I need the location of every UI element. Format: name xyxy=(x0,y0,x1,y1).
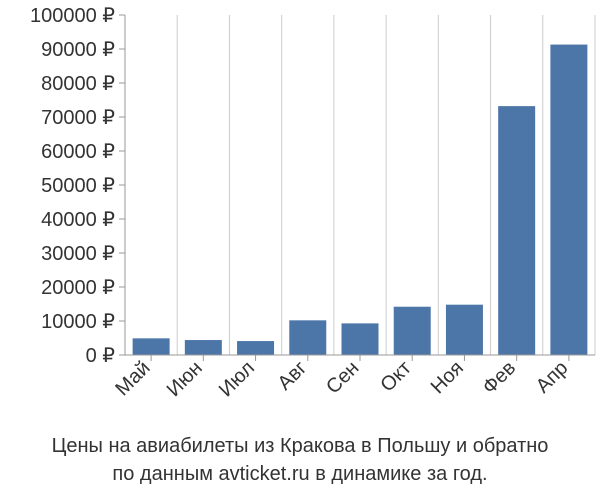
bar xyxy=(237,341,275,355)
bar xyxy=(445,304,483,355)
x-tick-label: Июл xyxy=(215,357,259,401)
grid-lines xyxy=(124,15,596,355)
bar xyxy=(184,340,222,355)
bars xyxy=(132,44,588,356)
x-tick-label: Ноя xyxy=(427,357,468,398)
bar xyxy=(498,106,536,356)
bar xyxy=(132,338,170,355)
bar xyxy=(550,44,588,356)
x-axis: Май Июн Июл Авг Сен Окт Ноя Фев Апр xyxy=(111,354,595,401)
x-tick-label: Фев xyxy=(479,357,521,399)
x-tick-label: Июн xyxy=(163,357,207,401)
y-tick-label: 80000 ₽ xyxy=(41,73,115,95)
y-tick-label: 100000 ₽ xyxy=(30,5,115,27)
y-tick-label: 70000 ₽ xyxy=(41,107,115,129)
y-tick-label: 0 ₽ xyxy=(86,345,116,367)
y-tick-label: 20000 ₽ xyxy=(41,277,115,299)
bar-chart: 0 ₽ 10000 ₽ 20000 ₽ 30000 ₽ 40000 ₽ 50000 ₽ 60… xyxy=(30,5,596,401)
y-tick-label: 90000 ₽ xyxy=(41,39,115,61)
x-tick-label: Май xyxy=(111,357,154,400)
x-tick-label: Авг xyxy=(274,357,312,395)
bar xyxy=(289,320,327,355)
y-tick-label: 30000 ₽ xyxy=(41,243,115,265)
bar xyxy=(393,306,431,355)
x-tick-label: Сен xyxy=(322,357,363,398)
chart-caption-line-1: Цены на авиабилеты из Кракова в Польшу и… xyxy=(51,435,549,457)
x-tick-label: Апр xyxy=(532,357,573,398)
y-tick-label: 40000 ₽ xyxy=(41,209,115,231)
x-tick-label: Окт xyxy=(376,357,415,396)
y-tick-label: 10000 ₽ xyxy=(41,311,115,333)
bar xyxy=(341,323,379,355)
y-tick-label: 50000 ₽ xyxy=(41,175,115,197)
y-tick-label: 60000 ₽ xyxy=(41,141,115,163)
y-axis: 0 ₽ 10000 ₽ 20000 ₽ 30000 ₽ 40000 ₽ 50000 ₽ 60… xyxy=(30,5,126,367)
chart-caption-line-2: по данным avticket.ru в динамике за год. xyxy=(112,463,488,485)
